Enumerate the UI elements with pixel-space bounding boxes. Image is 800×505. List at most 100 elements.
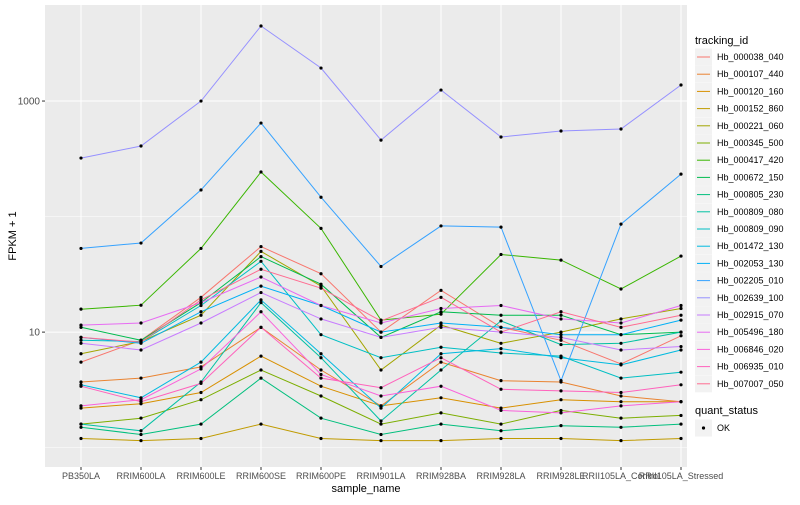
data-point — [559, 317, 563, 321]
data-point — [199, 422, 203, 426]
legend-label: Hb_000221_060 — [717, 121, 784, 131]
data-point — [79, 307, 83, 311]
data-point — [439, 224, 443, 228]
data-point — [259, 259, 263, 263]
data-point — [679, 413, 683, 418]
data-point — [379, 335, 383, 339]
data-point — [439, 312, 443, 316]
legend-label: Hb_000107_440 — [717, 69, 784, 79]
data-point — [139, 340, 143, 344]
legend-label: Hb_000038_040 — [717, 52, 784, 62]
data-point — [439, 88, 443, 92]
data-point — [499, 341, 503, 345]
data-point — [79, 380, 83, 384]
data-point — [259, 310, 263, 314]
y-tick-label: 10 — [29, 328, 41, 339]
data-point — [499, 303, 503, 308]
data-point — [139, 241, 143, 245]
y-tick-label: 1000 — [18, 97, 41, 108]
data-point — [79, 404, 83, 408]
data-point — [199, 99, 203, 103]
data-point — [439, 360, 443, 364]
data-point — [439, 422, 443, 426]
data-point — [619, 400, 623, 404]
data-point — [679, 334, 683, 338]
data-point — [199, 310, 203, 314]
data-point — [199, 188, 203, 192]
data-point — [319, 384, 323, 388]
data-point — [679, 303, 683, 308]
data-point — [259, 290, 263, 295]
data-point — [499, 225, 503, 229]
data-point — [79, 425, 83, 429]
x-tick-label: RRIM901LA — [356, 471, 405, 481]
legend-label: Hb_002205_010 — [717, 276, 784, 286]
data-point — [319, 356, 323, 360]
data-point — [679, 318, 683, 322]
data-point — [559, 379, 563, 383]
x-tick-label: RRIM600SE — [236, 471, 286, 481]
data-point — [559, 335, 563, 339]
data-point — [319, 368, 323, 372]
data-point — [679, 422, 683, 426]
data-point — [79, 422, 83, 426]
data-point — [619, 325, 623, 329]
legend-title: quant_status — [695, 405, 758, 417]
x-tick-label: RRIM600LE — [176, 471, 225, 481]
data-point — [139, 303, 143, 307]
data-point — [679, 313, 683, 317]
data-point — [259, 275, 263, 279]
data-point — [559, 129, 563, 133]
legend-label: Hb_002915_070 — [717, 310, 784, 320]
data-point — [379, 319, 383, 323]
data-point — [439, 310, 443, 314]
data-point — [439, 368, 443, 372]
data-point — [139, 144, 143, 148]
data-point — [679, 370, 683, 374]
x-axis-label: sample_name — [331, 483, 400, 495]
data-point — [559, 356, 563, 360]
data-point — [559, 258, 563, 262]
data-point — [379, 264, 383, 269]
data-point — [559, 389, 563, 393]
data-point — [259, 422, 263, 426]
data-point — [319, 66, 323, 70]
legend-swatch — [701, 426, 706, 430]
data-point — [679, 254, 683, 258]
data-point — [379, 394, 383, 398]
data-point — [499, 422, 503, 426]
data-point — [499, 408, 503, 413]
data-point — [679, 306, 683, 311]
data-point — [319, 272, 323, 276]
data-point — [139, 439, 143, 443]
data-point — [499, 387, 503, 391]
data-point — [379, 419, 383, 423]
data-point — [499, 379, 503, 383]
x-tick-label: RRIM600LA — [116, 471, 165, 481]
data-point — [259, 376, 263, 380]
data-point — [319, 436, 323, 441]
data-point — [79, 156, 83, 160]
data-point — [559, 330, 563, 334]
data-point — [619, 390, 623, 395]
data-point — [139, 376, 143, 380]
x-tick-label: PB350LA — [62, 471, 100, 481]
data-point — [439, 345, 443, 349]
data-point — [439, 325, 443, 329]
data-point — [79, 436, 83, 441]
data-point — [439, 306, 443, 311]
data-point — [319, 195, 323, 199]
legend-label: Hb_000120_160 — [717, 86, 784, 96]
data-point — [619, 404, 623, 408]
x-tick-label: RRIM928LA — [476, 471, 525, 481]
data-point — [619, 439, 623, 443]
data-point — [259, 255, 263, 259]
data-point — [559, 333, 563, 337]
data-point — [319, 394, 323, 398]
data-point — [439, 352, 443, 356]
data-point — [499, 330, 503, 334]
data-point — [79, 352, 83, 356]
data-point — [559, 313, 563, 317]
data-point — [679, 383, 683, 387]
